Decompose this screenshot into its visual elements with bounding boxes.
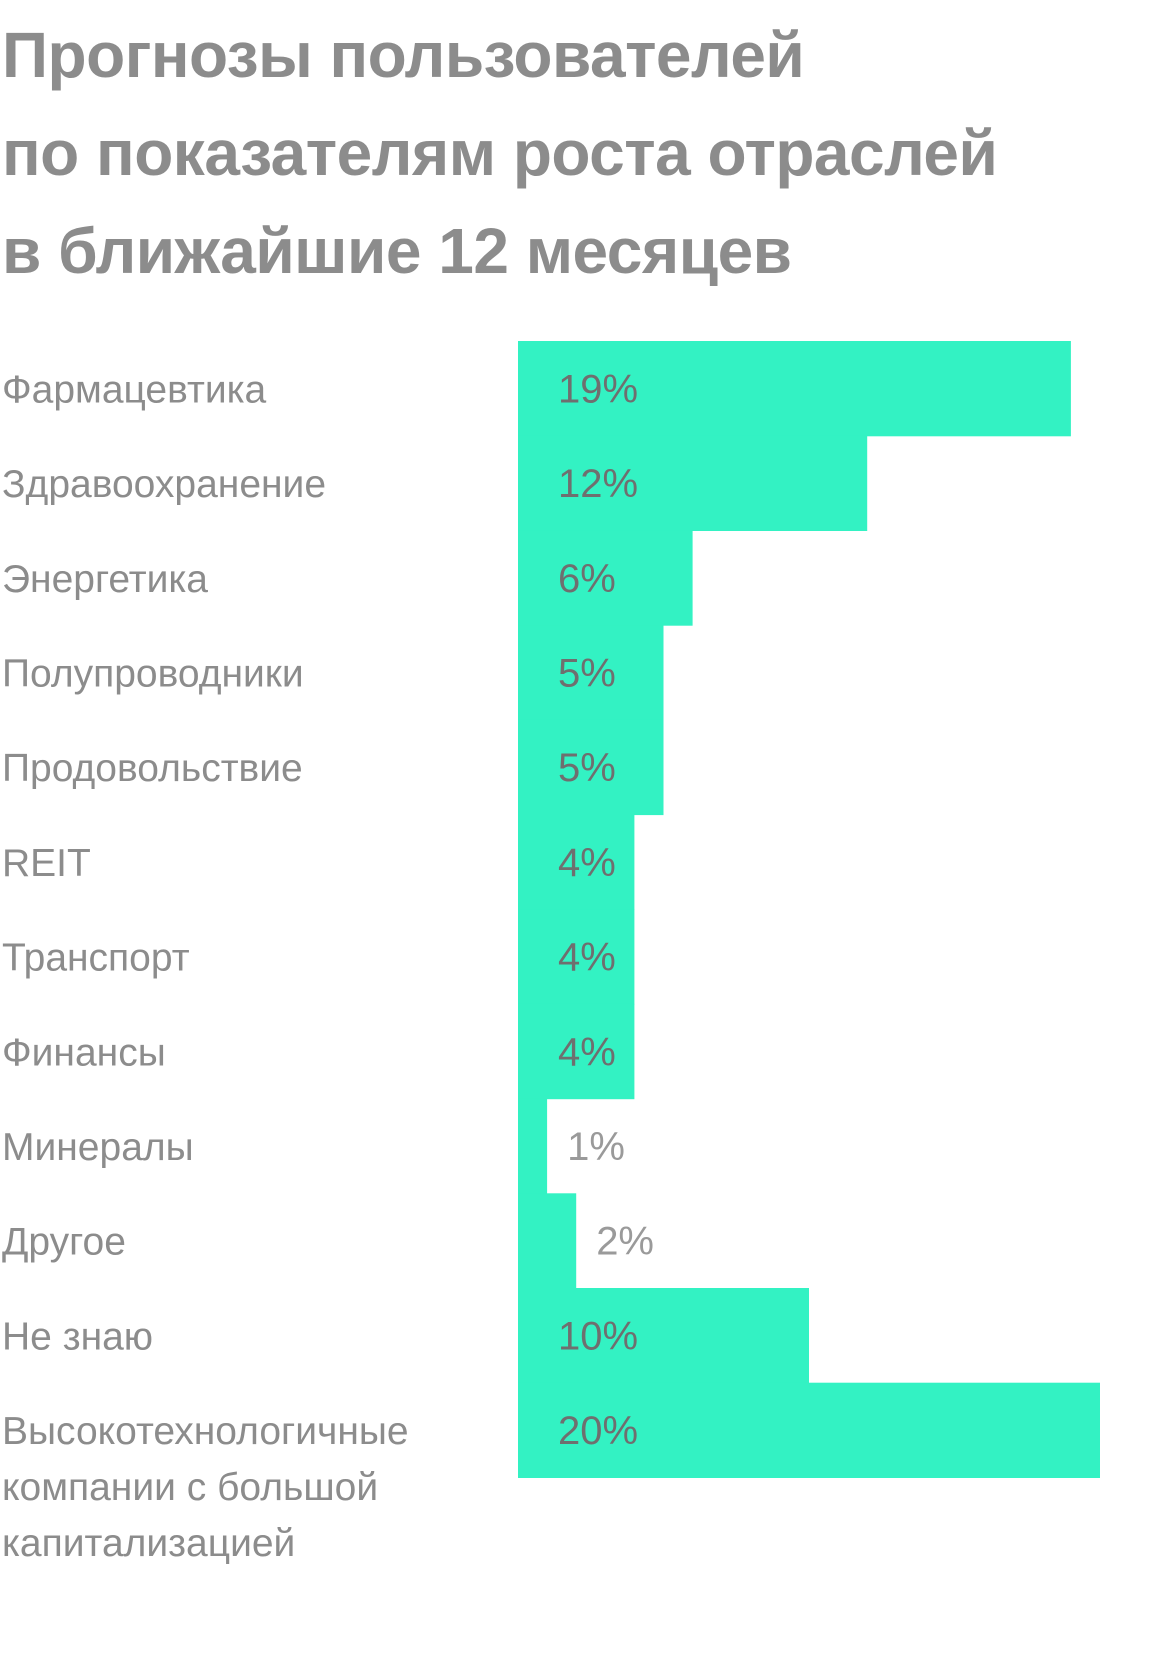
bar xyxy=(518,909,635,1005)
category-label: Минералы xyxy=(2,1126,194,1169)
value-label: 20% xyxy=(558,1409,638,1453)
chart-title-line: Прогнозы пользователей xyxy=(2,19,805,91)
category-label: Здравоохранение xyxy=(2,463,326,506)
bar xyxy=(518,1193,577,1289)
category-label: компании с большой xyxy=(2,1466,378,1509)
value-label: 19% xyxy=(558,367,638,411)
bar xyxy=(518,1003,635,1100)
category-label: Не знаю xyxy=(2,1315,153,1358)
bar xyxy=(518,1098,548,1194)
bar xyxy=(518,814,635,910)
category-label: Финансы xyxy=(2,1031,166,1074)
category-label: Транспорт xyxy=(2,937,190,980)
value-label: 5% xyxy=(558,651,616,695)
value-label: 6% xyxy=(558,557,616,601)
labels-layer: Фармацевтика 19% Здравоохранение 12% Энергет… xyxy=(2,367,654,1565)
bar xyxy=(518,625,664,721)
category-label: Энергетика xyxy=(2,558,208,601)
category-label: Продовольствие xyxy=(2,747,303,790)
value-label: 1% xyxy=(567,1125,625,1169)
category-label: Фармацевтика xyxy=(2,368,267,411)
value-label: 4% xyxy=(558,1030,616,1074)
category-label: капитализацией xyxy=(2,1522,295,1565)
bar xyxy=(518,435,868,531)
chart-title: Прогнозы пользователей по показателям ро… xyxy=(2,6,1152,300)
value-label: 4% xyxy=(558,936,616,980)
bars-layer xyxy=(518,341,1100,1478)
category-label: REIT xyxy=(2,842,91,885)
bar xyxy=(518,1288,809,1384)
bar xyxy=(518,530,693,626)
bar xyxy=(518,341,1071,437)
value-label: 10% xyxy=(558,1314,638,1358)
value-label: 12% xyxy=(558,462,638,506)
chart-title-line: в ближайшие 12 месяцев xyxy=(2,215,792,287)
bar xyxy=(518,719,664,816)
category-label: Полупроводники xyxy=(2,652,304,695)
bar xyxy=(518,1382,1100,1478)
category-label: Высокотехнологичные xyxy=(2,1410,409,1453)
value-label: 2% xyxy=(596,1220,654,1264)
chart-title-line: по показателям роста отраслей xyxy=(2,117,998,189)
value-label: 5% xyxy=(558,746,616,790)
category-label: Другое xyxy=(2,1221,126,1264)
value-label: 4% xyxy=(558,841,616,885)
